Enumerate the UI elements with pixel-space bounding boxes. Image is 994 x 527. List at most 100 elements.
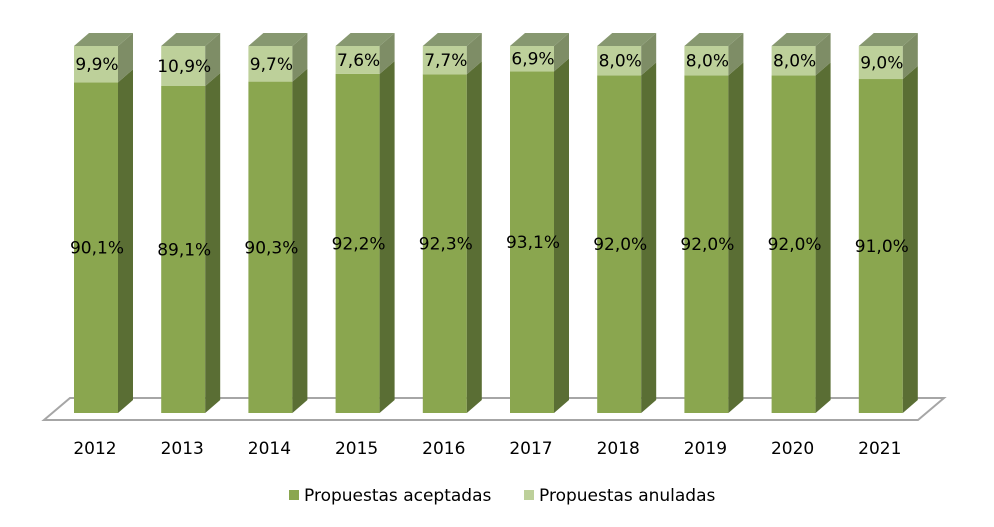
bar-side-face bbox=[641, 62, 657, 414]
bar-top-face bbox=[510, 33, 569, 46]
bar-top-face bbox=[335, 33, 395, 46]
bar-top-face bbox=[684, 33, 744, 46]
bar-segment-anuladas-2019 bbox=[684, 33, 744, 76]
bar-top-face bbox=[161, 33, 221, 46]
data-label: 8,0% bbox=[599, 52, 642, 72]
bar-side-face bbox=[554, 58, 569, 414]
bar-front-face bbox=[248, 46, 293, 82]
bar-segment-aceptadas-2014 bbox=[248, 68, 308, 413]
bar-front-face bbox=[422, 46, 467, 75]
bar-top-face bbox=[771, 33, 831, 46]
bar-front-face bbox=[684, 75, 729, 414]
bar-side-face bbox=[292, 68, 308, 413]
bar-side-face bbox=[118, 33, 133, 83]
bar-front-face bbox=[74, 46, 118, 83]
bar-top-face bbox=[858, 33, 918, 46]
data-label: 92,0% bbox=[593, 235, 647, 255]
bar-side-face bbox=[554, 33, 569, 72]
bar-front-face bbox=[248, 81, 293, 413]
data-label: 8,0% bbox=[686, 52, 729, 72]
bar-segment-anuladas-2014 bbox=[248, 33, 308, 82]
bar-front-face bbox=[597, 46, 642, 76]
data-label: 92,0% bbox=[768, 235, 822, 255]
data-label: 7,6% bbox=[337, 51, 380, 71]
legend: Propuestas aceptadas Propuestas anuladas bbox=[289, 486, 716, 506]
x-axis-ticks: 2012 2013 2014 2015 2016 2017 2018 2019 2020 2021 bbox=[73, 439, 901, 459]
bar-side-face bbox=[205, 33, 221, 87]
data-label: 9,0% bbox=[860, 54, 903, 74]
bar-segment-anuladas-2015 bbox=[335, 33, 395, 74]
bar-segment-aceptadas-2018 bbox=[597, 62, 657, 414]
data-label: 9,7% bbox=[250, 55, 293, 75]
bar-segment-anuladas-2018 bbox=[597, 33, 657, 76]
bar-front-face bbox=[161, 86, 206, 414]
bar-segment-aceptadas-2013 bbox=[161, 73, 221, 414]
bar-segment-aceptadas-2015 bbox=[335, 60, 395, 413]
data-label: 93,1% bbox=[506, 233, 560, 253]
data-label: 90,1% bbox=[70, 239, 124, 259]
bar-side-face bbox=[641, 33, 657, 76]
data-label: 10,9% bbox=[157, 57, 211, 77]
data-labels: 90,1% 9,9% 89,1% 10,9% 90,3% 9,7% 92,2% 7,6% 92,… bbox=[70, 50, 909, 261]
legend-item-anuladas: Propuestas anuladas bbox=[524, 486, 716, 506]
bar-front-face bbox=[335, 46, 380, 74]
bar-side-face bbox=[815, 33, 831, 76]
legend-swatch bbox=[289, 490, 299, 500]
bar-side-face bbox=[379, 60, 395, 413]
data-label: 6,9% bbox=[511, 50, 554, 70]
bars bbox=[74, 33, 918, 414]
data-label: 8,0% bbox=[773, 52, 816, 72]
bar-segment-anuladas-2016 bbox=[422, 33, 482, 75]
data-label: 7,7% bbox=[424, 51, 467, 71]
bar-front-face bbox=[510, 71, 554, 413]
x-tick-label: 2013 bbox=[161, 439, 204, 459]
x-tick-label: 2014 bbox=[248, 439, 291, 459]
data-label: 92,0% bbox=[680, 235, 734, 255]
legend-swatch bbox=[524, 490, 534, 500]
data-label: 92,3% bbox=[419, 235, 473, 255]
bar-side-face bbox=[379, 33, 395, 74]
bar-side-face bbox=[728, 62, 744, 414]
bar-side-face bbox=[902, 33, 918, 80]
data-label: 92,2% bbox=[332, 234, 386, 254]
bar-segment-aceptadas-2012 bbox=[74, 69, 133, 413]
x-tick-label: 2016 bbox=[422, 439, 465, 459]
bar-segment-aceptadas-2020 bbox=[771, 62, 831, 414]
bar-front-face bbox=[422, 74, 467, 413]
bar-segment-aceptadas-2019 bbox=[684, 62, 744, 414]
bar-front-face bbox=[161, 46, 206, 87]
bar-top-face bbox=[74, 33, 133, 46]
legend-item-aceptadas: Propuestas aceptadas bbox=[289, 486, 492, 506]
bar-side-face bbox=[902, 66, 918, 413]
bar-front-face bbox=[858, 46, 903, 80]
data-label: 89,1% bbox=[157, 241, 211, 261]
bar-side-face bbox=[728, 33, 744, 76]
data-label: 90,3% bbox=[244, 238, 298, 258]
bar-side-face bbox=[815, 62, 831, 414]
bar-top-face bbox=[248, 33, 308, 46]
bar-front-face bbox=[858, 79, 903, 413]
bar-segment-anuladas-2020 bbox=[771, 33, 831, 76]
legend-label: Propuestas anuladas bbox=[539, 486, 716, 506]
bar-segment-anuladas-2021 bbox=[858, 33, 918, 80]
x-tick-label: 2017 bbox=[509, 439, 552, 459]
bar-segment-aceptadas-2016 bbox=[422, 61, 482, 413]
bar-front-face bbox=[74, 82, 118, 413]
x-tick-label: 2015 bbox=[335, 439, 378, 459]
x-tick-label: 2019 bbox=[684, 439, 727, 459]
bar-front-face bbox=[510, 46, 554, 72]
bar-segment-anuladas-2012 bbox=[74, 33, 133, 83]
bar-front-face bbox=[684, 46, 729, 76]
bar-front-face bbox=[771, 46, 816, 76]
bar-segment-aceptadas-2021 bbox=[858, 66, 918, 413]
bar-segment-anuladas-2013 bbox=[161, 33, 221, 87]
x-tick-label: 2012 bbox=[73, 439, 116, 459]
x-tick-label: 2021 bbox=[858, 439, 901, 459]
bar-front-face bbox=[771, 75, 816, 414]
data-label: 9,9% bbox=[75, 55, 118, 75]
bar-top-face bbox=[597, 33, 657, 46]
x-tick-label: 2018 bbox=[597, 439, 640, 459]
legend-label: Propuestas aceptadas bbox=[304, 486, 492, 506]
bar-side-face bbox=[118, 69, 133, 413]
